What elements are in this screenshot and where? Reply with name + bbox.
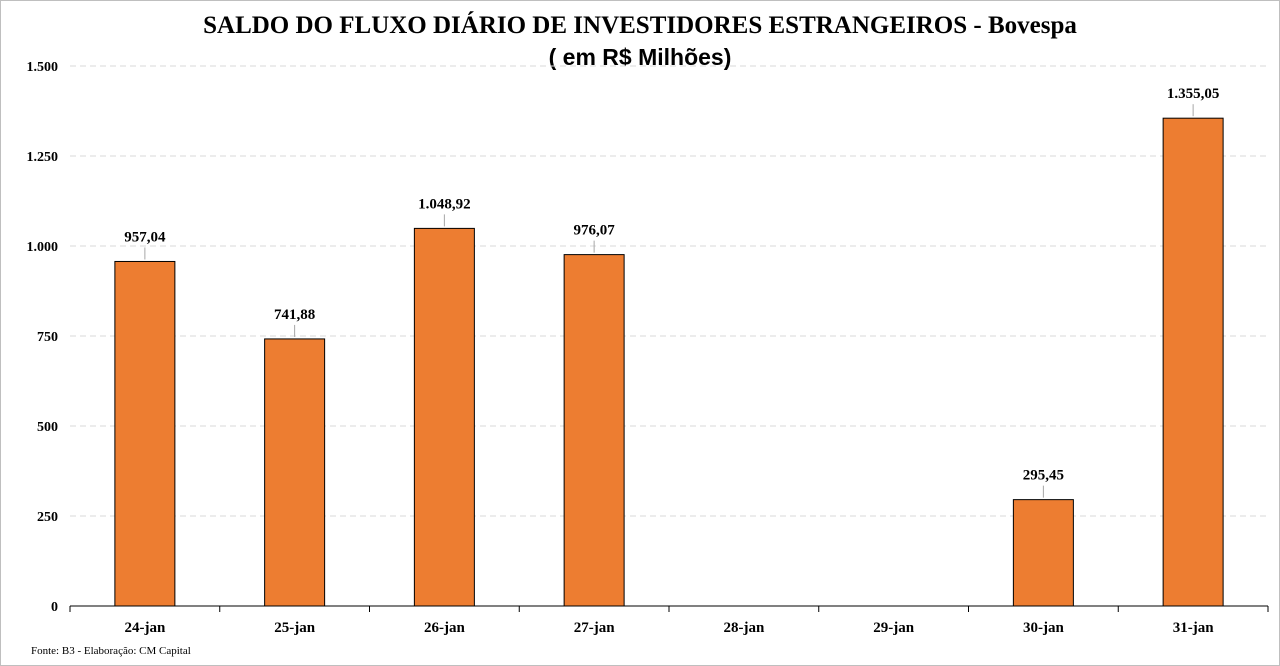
- source-note: Fonte: B3 - Elaboração: CM Capital: [31, 645, 191, 657]
- x-tick-label: 27-jan: [574, 620, 615, 636]
- x-tick-label: 24-jan: [124, 620, 165, 636]
- bar: [1162, 117, 1224, 607]
- x-tick-label: 29-jan: [873, 620, 914, 636]
- bar: [114, 260, 176, 607]
- bar: [563, 254, 625, 607]
- bar: [413, 227, 475, 607]
- data-label: 1.355,05: [1167, 86, 1220, 102]
- y-tick-label: 0: [51, 600, 58, 615]
- y-tick-label: 500: [37, 420, 58, 435]
- y-tick-label: 750: [37, 330, 58, 345]
- y-tick-label: 1.250: [27, 150, 59, 165]
- bar: [264, 338, 326, 607]
- data-label: 1.048,92: [418, 196, 471, 212]
- x-tick-label: 26-jan: [424, 620, 465, 636]
- data-label: 976,07: [574, 223, 616, 239]
- data-label: 957,04: [124, 229, 166, 245]
- chart-title: SALDO DO FLUXO DIÁRIO DE INVESTIDORES ES…: [203, 12, 1077, 39]
- x-tick-label: 31-jan: [1173, 620, 1214, 636]
- data-label: 741,88: [274, 307, 315, 323]
- data-label: 295,45: [1023, 468, 1064, 484]
- x-tick-label: 30-jan: [1023, 620, 1064, 636]
- y-tick-label: 1.500: [27, 60, 59, 75]
- x-tick-label: 28-jan: [723, 620, 764, 636]
- y-tick-label: 1.000: [27, 240, 59, 255]
- bar: [1012, 499, 1074, 607]
- x-tick-label: 25-jan: [274, 620, 315, 636]
- y-tick-label: 250: [37, 510, 58, 525]
